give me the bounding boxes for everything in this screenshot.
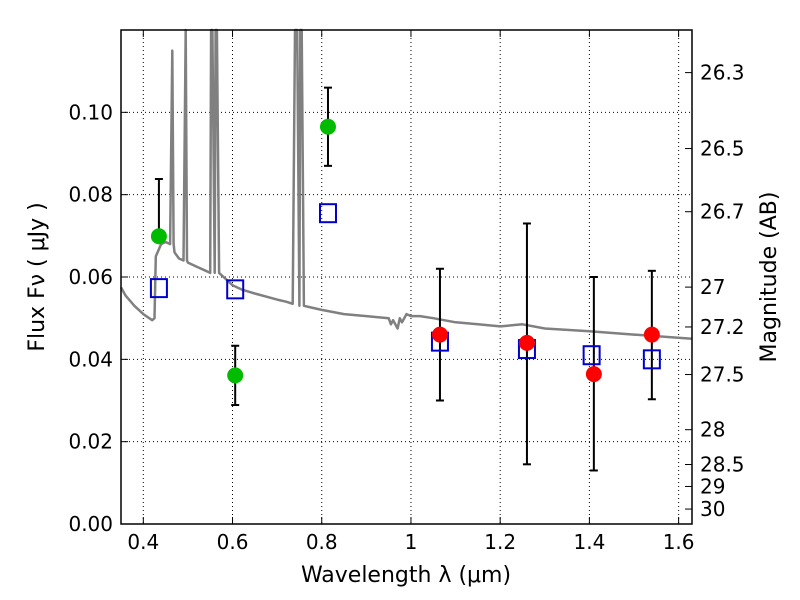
x-tick-label: 1.4 xyxy=(573,530,605,554)
mag-tick-label: 29 xyxy=(700,474,725,498)
mag-tick-label: 28.5 xyxy=(700,452,745,476)
x-tick-label: 0.4 xyxy=(127,530,159,554)
y-tick-label: 0.00 xyxy=(68,512,113,536)
x-tick-label: 1.2 xyxy=(484,530,516,554)
y-tick-label: 0.06 xyxy=(68,265,113,289)
x-tick-label: 1.6 xyxy=(663,530,695,554)
mag-tick-label: 28 xyxy=(700,418,725,442)
x-axis-label: Wavelength λ (μm) xyxy=(301,563,511,588)
x-tick-label: 0.8 xyxy=(306,530,338,554)
mag-tick-label: 27.2 xyxy=(700,315,745,339)
data-point xyxy=(518,334,535,351)
gridlines xyxy=(121,30,692,524)
template-sed xyxy=(119,28,693,341)
mag-tick-label: 26.5 xyxy=(700,137,745,161)
mag-tick-label: 26.7 xyxy=(700,200,745,224)
y-axis-label: Flux Fν ( μJy ) xyxy=(25,202,50,351)
model-box xyxy=(318,203,337,224)
plot-frame xyxy=(120,29,693,525)
x-tick-label: 1 xyxy=(405,530,418,554)
model-box xyxy=(642,349,661,370)
y-tick-label: 0.10 xyxy=(68,100,113,124)
mag-tick-label: 27.5 xyxy=(700,363,745,387)
y-tick-label: 0.08 xyxy=(68,183,113,207)
data-point xyxy=(227,367,244,384)
mag-tick-label: 26.3 xyxy=(700,61,745,85)
mag-tick-label: 30 xyxy=(700,497,725,521)
sed-curve xyxy=(119,28,693,341)
data-point xyxy=(319,118,336,135)
data-point xyxy=(585,366,602,383)
photometry-points xyxy=(150,118,660,384)
model-boxes xyxy=(149,203,661,370)
mag-tick-label: 27 xyxy=(700,275,725,299)
y-tick-label: 0.02 xyxy=(68,430,113,454)
model-box xyxy=(582,345,601,366)
model-box xyxy=(149,278,168,299)
y-axis-right-label: Magnitude (AB) xyxy=(757,192,782,363)
data-point xyxy=(431,326,448,343)
model-box xyxy=(226,279,245,300)
data-point xyxy=(643,326,660,343)
y-tick-label: 0.04 xyxy=(68,347,113,371)
axis-ticks: 0.4 0.6 0.8 1 1.2 1.4 1.6 0.00 0.02 0.04 0.06 0.08 0… xyxy=(68,30,745,554)
data-point xyxy=(150,228,167,245)
x-tick-label: 0.6 xyxy=(217,530,249,554)
errorbars xyxy=(154,86,656,472)
